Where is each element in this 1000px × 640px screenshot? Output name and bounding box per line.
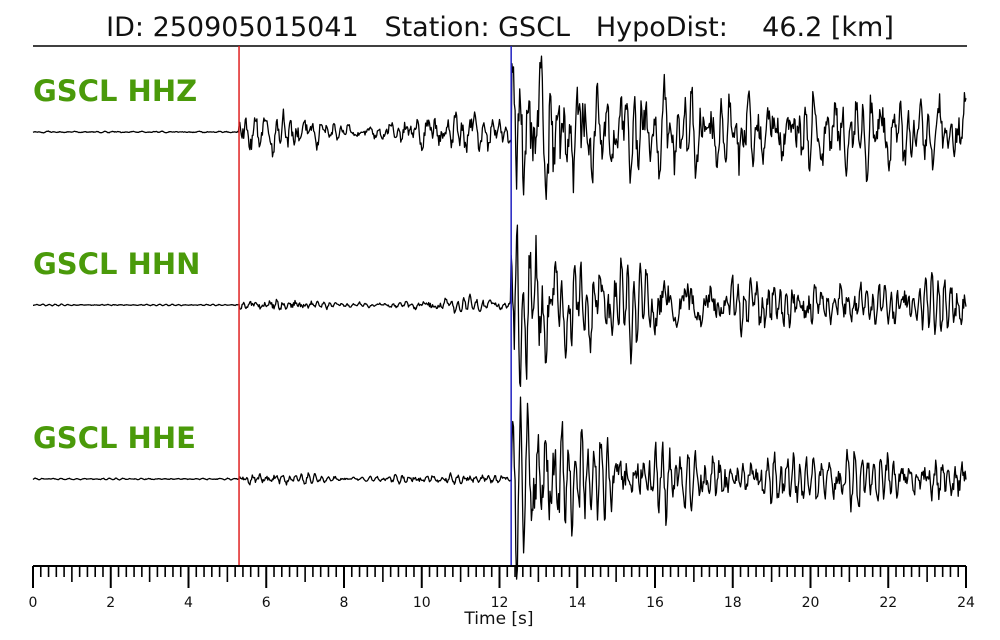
x-axis-label: Time [s] <box>463 609 533 629</box>
trace-label-gscl-hhn: GSCL HHN <box>33 247 200 281</box>
phase-picks-group <box>238 46 512 566</box>
x-tick-label-24: 24 <box>957 595 975 611</box>
trace-gscl-hhz <box>32 55 967 201</box>
chart-title: ID: 250905015041 Station: GSCL HypoDist:… <box>106 12 894 43</box>
x-tick-label-10: 10 <box>413 595 431 611</box>
x-tick-label-22: 22 <box>879 595 897 611</box>
x-tick-label-2: 2 <box>106 595 115 611</box>
x-tick-label-8: 8 <box>340 595 349 611</box>
x-tick-label-18: 18 <box>724 595 742 611</box>
traces-group <box>32 55 967 580</box>
trace-label-gscl-hhz: GSCL HHZ <box>33 74 197 108</box>
x-tick-label-16: 16 <box>646 595 664 611</box>
trace-labels-group: GSCL HHZ GSCL HHN GSCL HHE <box>33 74 200 455</box>
trace-gscl-hhn <box>33 224 967 388</box>
x-tick-label-20: 20 <box>802 595 820 611</box>
x-tick-label-4: 4 <box>184 595 193 611</box>
x-tick-label-0: 0 <box>29 595 38 611</box>
trace-label-gscl-hhe: GSCL HHE <box>33 421 196 455</box>
trace-gscl-hhe <box>32 396 967 580</box>
time-axis: 0 2 4 6 8 10 12 14 16 18 20 22 24 <box>29 565 975 611</box>
x-tick-label-14: 14 <box>568 595 586 611</box>
x-tick-label-6: 6 <box>262 595 271 611</box>
x-tick-label-12: 12 <box>491 595 509 611</box>
